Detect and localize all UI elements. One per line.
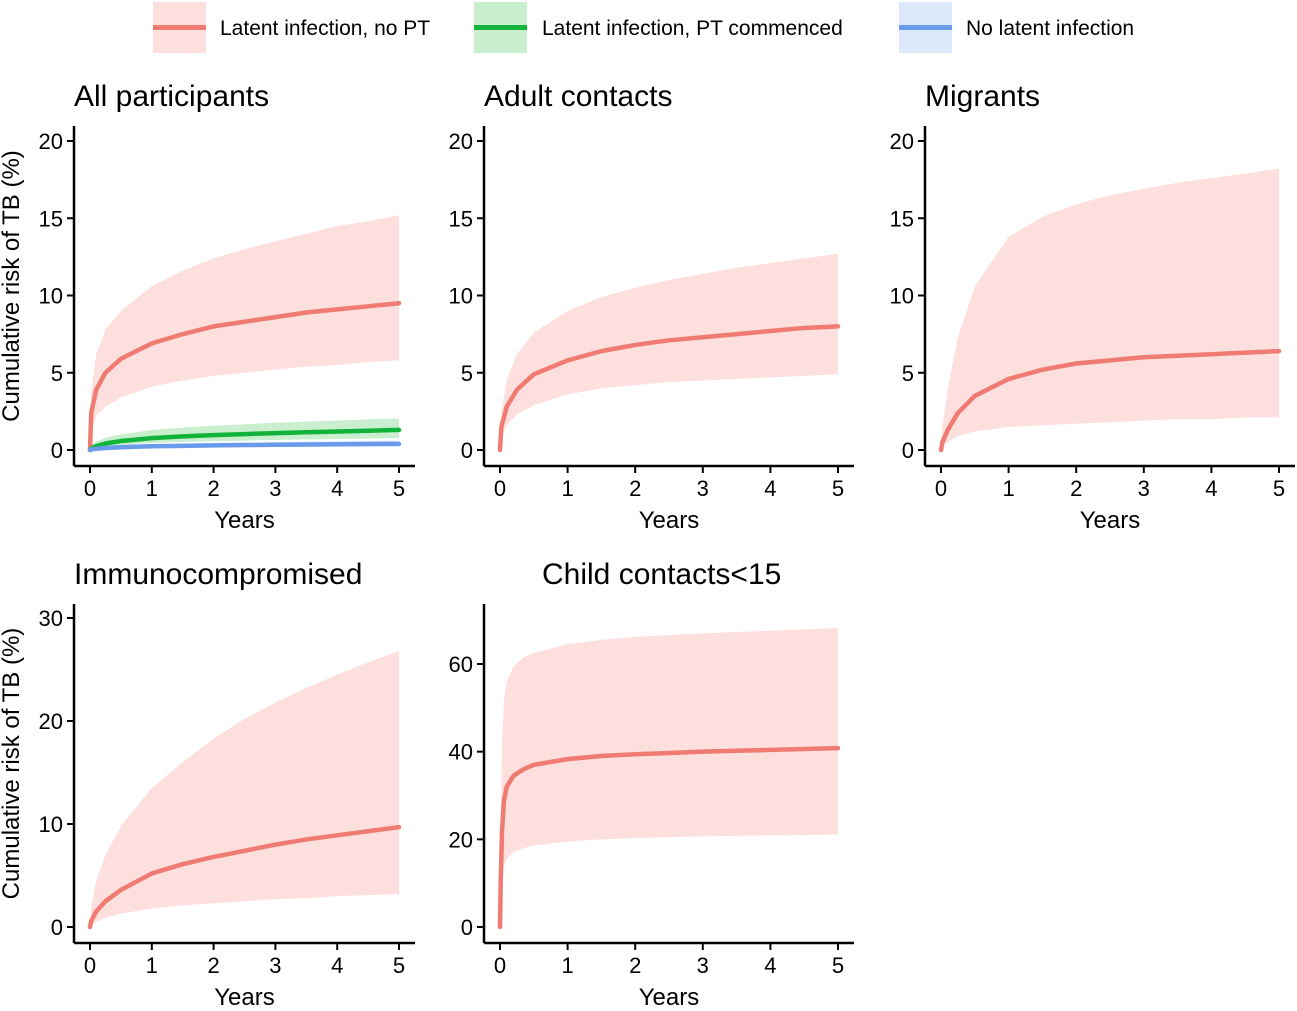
x-tick-label: 5: [1273, 476, 1285, 501]
x-tick-label: 0: [494, 476, 506, 501]
y-axis-label: Cumulative risk of TB (%): [0, 628, 25, 900]
y-tick-label: 5: [461, 361, 473, 386]
chart-title: Immunocompromised: [74, 558, 362, 591]
x-axis-label: Years: [214, 507, 275, 534]
y-tick-label: 5: [51, 361, 63, 386]
series-line: [87, 300, 402, 453]
x-tick-label: 3: [697, 953, 709, 978]
x-tick-label: 1: [146, 476, 158, 501]
y-axis-label: Cumulative risk of TB (%): [0, 150, 25, 422]
y-tick-label: 40: [449, 740, 473, 765]
x-tick-label: 4: [331, 476, 343, 501]
x-tick-label: 2: [629, 953, 641, 978]
y-tick-label: 20: [890, 129, 914, 154]
x-tick-label: 3: [269, 476, 281, 501]
x-tick-label: 1: [146, 953, 158, 978]
y-tick-label: 10: [449, 284, 473, 309]
confidence-band: [500, 253, 838, 450]
x-tick-label: 3: [1138, 476, 1150, 501]
chart-title: Adult contacts: [484, 80, 672, 113]
legend-item: Latent infection, no PT: [153, 2, 430, 53]
x-axis-label: Years: [639, 984, 700, 1006]
series-line: [497, 324, 841, 453]
chart-panel: All participants 0 5 10 15 20 0 1 2 3 4 5 Years Cumul…: [0, 80, 415, 534]
y-tick-label: 30: [39, 606, 63, 631]
y-tick-label: 10: [890, 284, 914, 309]
x-tick-label: 5: [393, 953, 405, 978]
series-line: [87, 441, 402, 453]
y-tick-label: 60: [449, 652, 473, 677]
x-axis-label: Years: [639, 507, 700, 534]
legend: Latent infection, no PT Latent infection,…: [153, 2, 1134, 53]
confidence-band: [500, 628, 838, 927]
legend-label: No latent infection: [966, 17, 1134, 40]
x-tick-label: 4: [1205, 476, 1217, 501]
y-tick-label: 0: [51, 438, 63, 463]
y-tick-label: 5: [902, 361, 914, 386]
chart-title: Migrants: [925, 80, 1040, 113]
y-tick-label: 0: [461, 438, 473, 463]
y-tick-label: 20: [449, 129, 473, 154]
y-tick-label: 10: [39, 812, 63, 837]
y-tick-label: 0: [51, 915, 63, 940]
x-tick-label: 1: [561, 476, 573, 501]
series-line: [497, 745, 841, 930]
y-tick-label: 0: [461, 915, 473, 940]
x-tick-label: 2: [207, 476, 219, 501]
y-tick-label: 0: [902, 438, 914, 463]
chart-panel: Immunocompromised 0 10 20 30 0 1 2 3 4 5 Years Cumul…: [0, 558, 415, 1011]
x-tick-label: 1: [1002, 476, 1014, 501]
x-tick-label: 5: [832, 953, 844, 978]
legend-label: Latent infection, no PT: [220, 17, 430, 40]
chart-panel: Child contacts<15 0 20 40 60 0 1 2 3 4 5 Years: [449, 558, 854, 1011]
y-tick-label: 20: [39, 129, 63, 154]
x-axis-label: Years: [214, 984, 275, 1006]
x-tick-label: 4: [331, 953, 343, 978]
x-tick-label: 3: [269, 953, 281, 978]
series-line: [87, 427, 402, 453]
legend-label: Latent infection, PT commenced: [542, 17, 843, 40]
confidence-band: [941, 168, 1279, 450]
y-tick-label: 15: [890, 206, 914, 231]
confidence-band: [90, 650, 399, 927]
x-tick-label: 2: [1070, 476, 1082, 501]
x-tick-label: 0: [84, 476, 96, 501]
y-tick-label: 10: [39, 284, 63, 309]
legend-item: Latent infection, PT commenced: [474, 2, 843, 53]
y-tick-label: 20: [39, 709, 63, 734]
x-tick-label: 3: [697, 476, 709, 501]
x-tick-label: 0: [84, 953, 96, 978]
x-tick-label: 0: [935, 476, 947, 501]
x-tick-label: 4: [764, 953, 776, 978]
x-tick-label: 4: [764, 476, 776, 501]
chart-title: All participants: [74, 80, 269, 113]
x-tick-label: 2: [207, 953, 219, 978]
y-tick-label: 15: [449, 206, 473, 231]
confidence-band: [90, 215, 399, 450]
y-tick-label: 15: [39, 206, 63, 231]
series-line: [938, 348, 1282, 453]
x-tick-label: 0: [494, 953, 506, 978]
chart-panel: Adult contacts 0 5 10 15 20 0 1 2 3 4 5 Years: [449, 80, 854, 534]
x-tick-label: 1: [561, 953, 573, 978]
legend-item: No latent infection: [899, 2, 1134, 53]
x-tick-label: 2: [629, 476, 641, 501]
chart-title: Child contacts<15: [542, 558, 781, 591]
chart-panel: Migrants 0 5 10 15 20 0 1 2 3 4 5 Years: [890, 80, 1295, 534]
y-tick-label: 20: [449, 827, 473, 852]
x-tick-label: 5: [832, 476, 844, 501]
x-axis-label: Years: [1080, 507, 1141, 534]
series-line: [87, 824, 402, 930]
x-tick-label: 5: [393, 476, 405, 501]
